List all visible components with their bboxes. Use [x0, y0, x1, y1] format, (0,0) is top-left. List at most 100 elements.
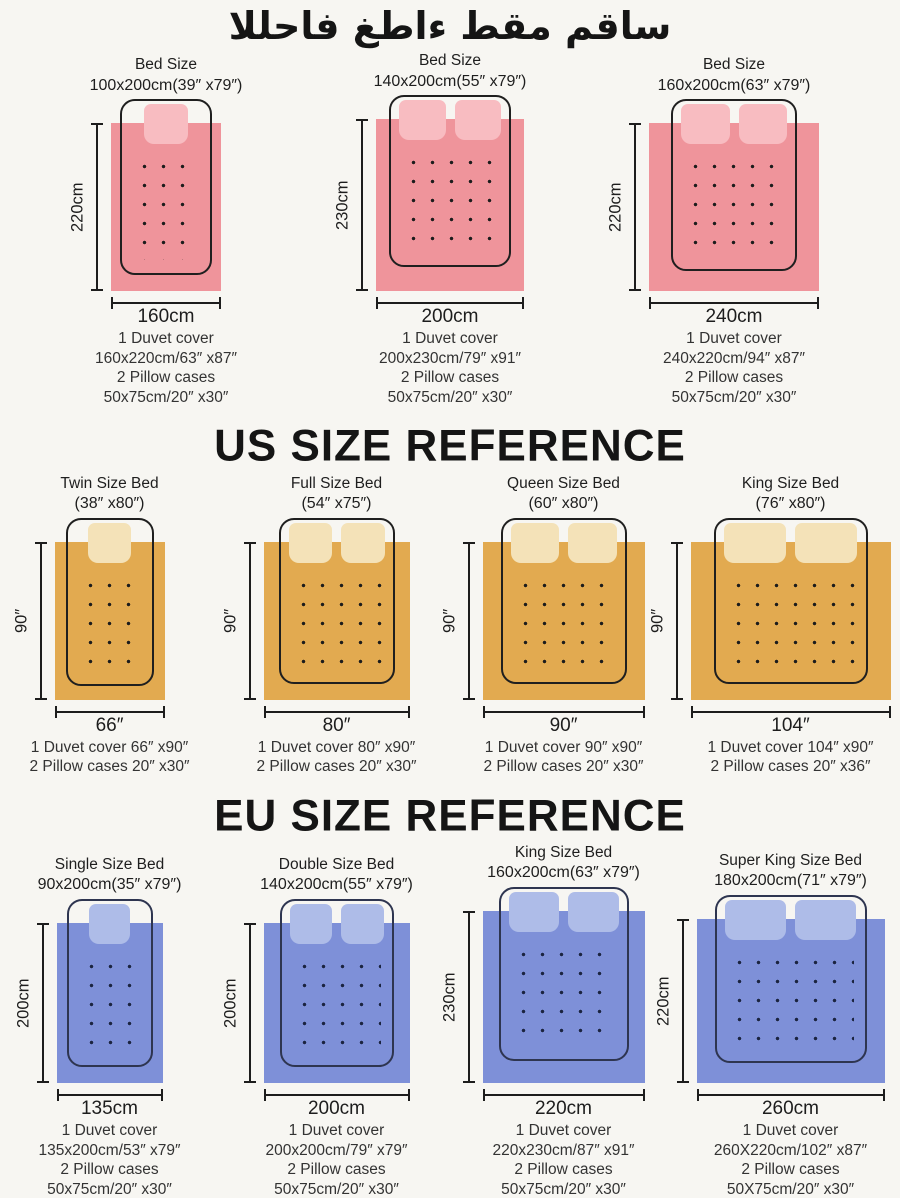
height-label: 230cm [440, 972, 458, 1023]
caption-line: 2 Pillow cases [287, 1161, 386, 1179]
bed-column-cm-140x200: Bed Size 140x200cm(55″ x79″) 230cm 200cm [313, 51, 587, 407]
width-label: 220cm [534, 1098, 593, 1120]
pillow [88, 522, 131, 563]
bed-size: 160x200cm(63″ x79″) [487, 864, 640, 882]
width-label: 90″ [549, 714, 578, 736]
pillow [143, 104, 189, 145]
bed-header: Double Size Bed 140x200cm(55″ x79″) [260, 855, 413, 896]
bed-column-us-king: King Size Bed (76″ x80″) 90″ 104″ 1 Du [648, 474, 899, 777]
bed-name: Bed Size [418, 52, 482, 70]
width-dimension-line [54, 705, 165, 718]
pillow-row [673, 101, 795, 148]
height-dimension-line [243, 541, 256, 700]
height-label: 90″ [221, 608, 239, 633]
pillow [568, 892, 619, 933]
height-label: 90″ [12, 608, 30, 633]
pillow-row [503, 520, 625, 567]
caption-line: 2 Pillow cases 20″ x30″ [483, 758, 644, 776]
pillow [341, 904, 384, 945]
bed-column-us-queen: Queen Size Bed (60″ x80″) 90″ 90″ 1 Du [440, 474, 672, 777]
bed-caption: 1 Duvet cover 90″ x90″ 2 Pillow cases 20… [483, 738, 643, 777]
bed-caption: 1 Duvet cover 66″ x90″ 2 Pillow cases 20… [29, 738, 189, 777]
caption-line: 2 Pillow cases [60, 1161, 159, 1179]
bed-size: 100x200cm(39″ x79″) [89, 76, 243, 94]
bed-size: 140x200cm(55″ x79″) [260, 876, 413, 894]
bed-header: Bed Size 140x200cm(55″ x79″) [374, 51, 527, 92]
height-label: 220cm [606, 182, 625, 233]
caption-line: 135x200cm/53″ x79″ [38, 1141, 181, 1159]
width-dimension-line [263, 1089, 410, 1102]
pillow-row [281, 520, 393, 567]
caption-line: 2 Pillow cases 20″ x30″ [256, 758, 417, 776]
pillow [510, 522, 559, 563]
duvet-dots [726, 572, 855, 669]
duvet-outline [389, 95, 511, 268]
caption-line: 1 Duvet cover 80″ x90″ [257, 738, 416, 756]
caption-line: 1 Duvet cover 66″ x90″ [30, 738, 189, 756]
pillow [681, 104, 730, 145]
bed-caption: 1 Duvet cover 200x200cm/79″ x79″ 2 Pillo… [266, 1121, 408, 1198]
width-dimension-line [376, 297, 524, 310]
width-dimension-line [482, 705, 645, 718]
caption-line: 1 Duvet cover [686, 330, 782, 348]
height-label: 90″ [648, 608, 666, 633]
duvet-outline [671, 99, 797, 272]
bed-illustration: 220cm [654, 895, 885, 1102]
caption-line: 260X220cm/102″ x87″ [713, 1141, 868, 1159]
bed-size: (60″ x80″) [528, 495, 599, 513]
caption-line: 2 Pillow cases [684, 369, 784, 387]
duvet-outline [713, 517, 868, 684]
height-dimension-line [356, 119, 368, 292]
caption-line: 50x75cm/20″ x30″ [501, 1180, 626, 1198]
bed-illustration: 90″ [440, 517, 645, 718]
pillow [795, 900, 856, 941]
bed-illustration: 90″ [648, 517, 891, 718]
bed-header: Bed Size 100x200cm(39″ x79″) [90, 55, 243, 96]
bed-name: Double Size Bed [278, 856, 395, 874]
bed-caption: 1 Duvet cover 260X220cm/102″ x87″ 2 Pill… [714, 1121, 867, 1198]
caption-line: 1 Duvet cover [742, 1122, 839, 1140]
bed-header: Bed Size 160x200cm(63″ x79″) [658, 55, 811, 96]
pillow-row [68, 520, 152, 567]
duvet-outline [65, 517, 154, 686]
pillow-row [69, 901, 151, 948]
bed-size: (54″ x75″) [301, 495, 372, 513]
width-label: 135cm [80, 1098, 139, 1120]
width-label: 200cm [307, 1098, 366, 1120]
section-title-us: US SIZE REFERENCE [214, 420, 686, 471]
duvet-dots [684, 154, 784, 257]
pillow-row [501, 889, 627, 936]
caption-line: 2 Pillow cases 20″ x36″ [710, 758, 871, 776]
caption-line: 1 Duvet cover [288, 1122, 385, 1140]
duvet-dots [133, 154, 199, 261]
duvet-dots [513, 572, 614, 669]
bed-name: Twin Size Bed [60, 474, 159, 492]
pillow [399, 100, 446, 141]
duvet-outline [120, 99, 212, 276]
height-label: 220cm [654, 976, 672, 1027]
duvet-outline [279, 899, 394, 1068]
pillow [724, 522, 786, 563]
caption-line: 1 Duvet cover [515, 1122, 612, 1140]
height-dimension-line [462, 911, 475, 1084]
width-label: 104″ [771, 714, 810, 736]
bed-name: Bed Size [134, 56, 198, 74]
bed-illustration: 90″ [221, 517, 410, 718]
bed-name: Queen Size Bed [507, 474, 620, 492]
caption-line: 200x200cm/79″ x79″ [265, 1141, 408, 1159]
bed-column-eu-king: King Size Bed 160x200cm(63″ x79″) 230cm … [440, 843, 672, 1198]
height-dimension-line [34, 541, 47, 700]
bed-size: 160x200cm(63″ x79″) [657, 76, 811, 94]
bed-caption: 1 Duvet cover 135x200cm/53″ x79″ 2 Pillo… [39, 1121, 181, 1198]
duvet-outline [66, 899, 153, 1068]
caption-line: 2 Pillow cases [116, 369, 216, 387]
caption-line: 1 Duvet cover 90″ x90″ [484, 738, 643, 756]
pillow [568, 522, 617, 563]
bed-caption: 1 Duvet cover 240x220cm/94″ x87″ 2 Pillo… [663, 329, 805, 407]
bed-name: Single Size Bed [54, 856, 165, 874]
height-label: 230cm [333, 180, 352, 231]
bed-name: Bed Size [702, 56, 766, 74]
pillow [725, 900, 786, 941]
height-label: 200cm [221, 978, 239, 1029]
duvet-dots [511, 942, 616, 1047]
